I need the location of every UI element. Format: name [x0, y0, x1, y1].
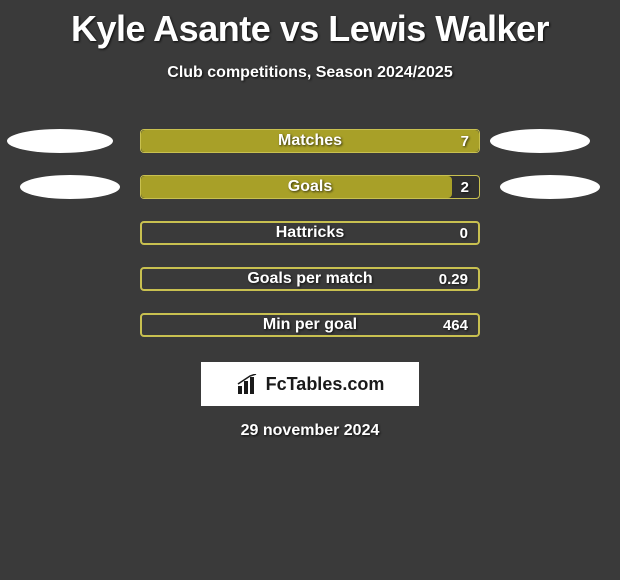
page-title: Kyle Asante vs Lewis Walker — [0, 0, 620, 50]
brand-text: FcTables.com — [266, 374, 385, 395]
subtitle: Club competitions, Season 2024/2025 — [0, 64, 620, 82]
stat-value: 7 — [461, 133, 469, 150]
stat-label: Min per goal — [142, 316, 478, 334]
stat-label: Matches — [141, 132, 479, 150]
stat-row: Goals2 — [0, 164, 620, 210]
bars-chart-icon — [236, 374, 262, 394]
stats-container: Matches7Goals2Hattricks0Goals per match0… — [0, 118, 620, 348]
stat-value: 464 — [443, 317, 468, 334]
stat-value: 0.29 — [439, 271, 468, 288]
stat-row: Matches7 — [0, 118, 620, 164]
stat-bar: Min per goal464 — [140, 313, 480, 337]
right-player-marker — [500, 175, 600, 199]
right-player-marker — [490, 129, 590, 153]
stat-row: Goals per match0.29 — [0, 256, 620, 302]
stat-bar: Hattricks0 — [140, 221, 480, 245]
date-text: 29 november 2024 — [0, 422, 620, 440]
stat-label: Goals per match — [142, 270, 478, 288]
stat-row: Min per goal464 — [0, 302, 620, 348]
stat-row: Hattricks0 — [0, 210, 620, 256]
stat-bar: Goals per match0.29 — [140, 267, 480, 291]
stat-label: Goals — [141, 178, 479, 196]
stat-value: 2 — [461, 179, 469, 196]
stat-bar: Matches7 — [140, 129, 480, 153]
left-player-marker — [7, 129, 113, 153]
brand-box[interactable]: FcTables.com — [201, 362, 419, 406]
stat-label: Hattricks — [142, 224, 478, 242]
stat-bar: Goals2 — [140, 175, 480, 199]
left-player-marker — [20, 175, 120, 199]
stat-value: 0 — [460, 225, 468, 242]
